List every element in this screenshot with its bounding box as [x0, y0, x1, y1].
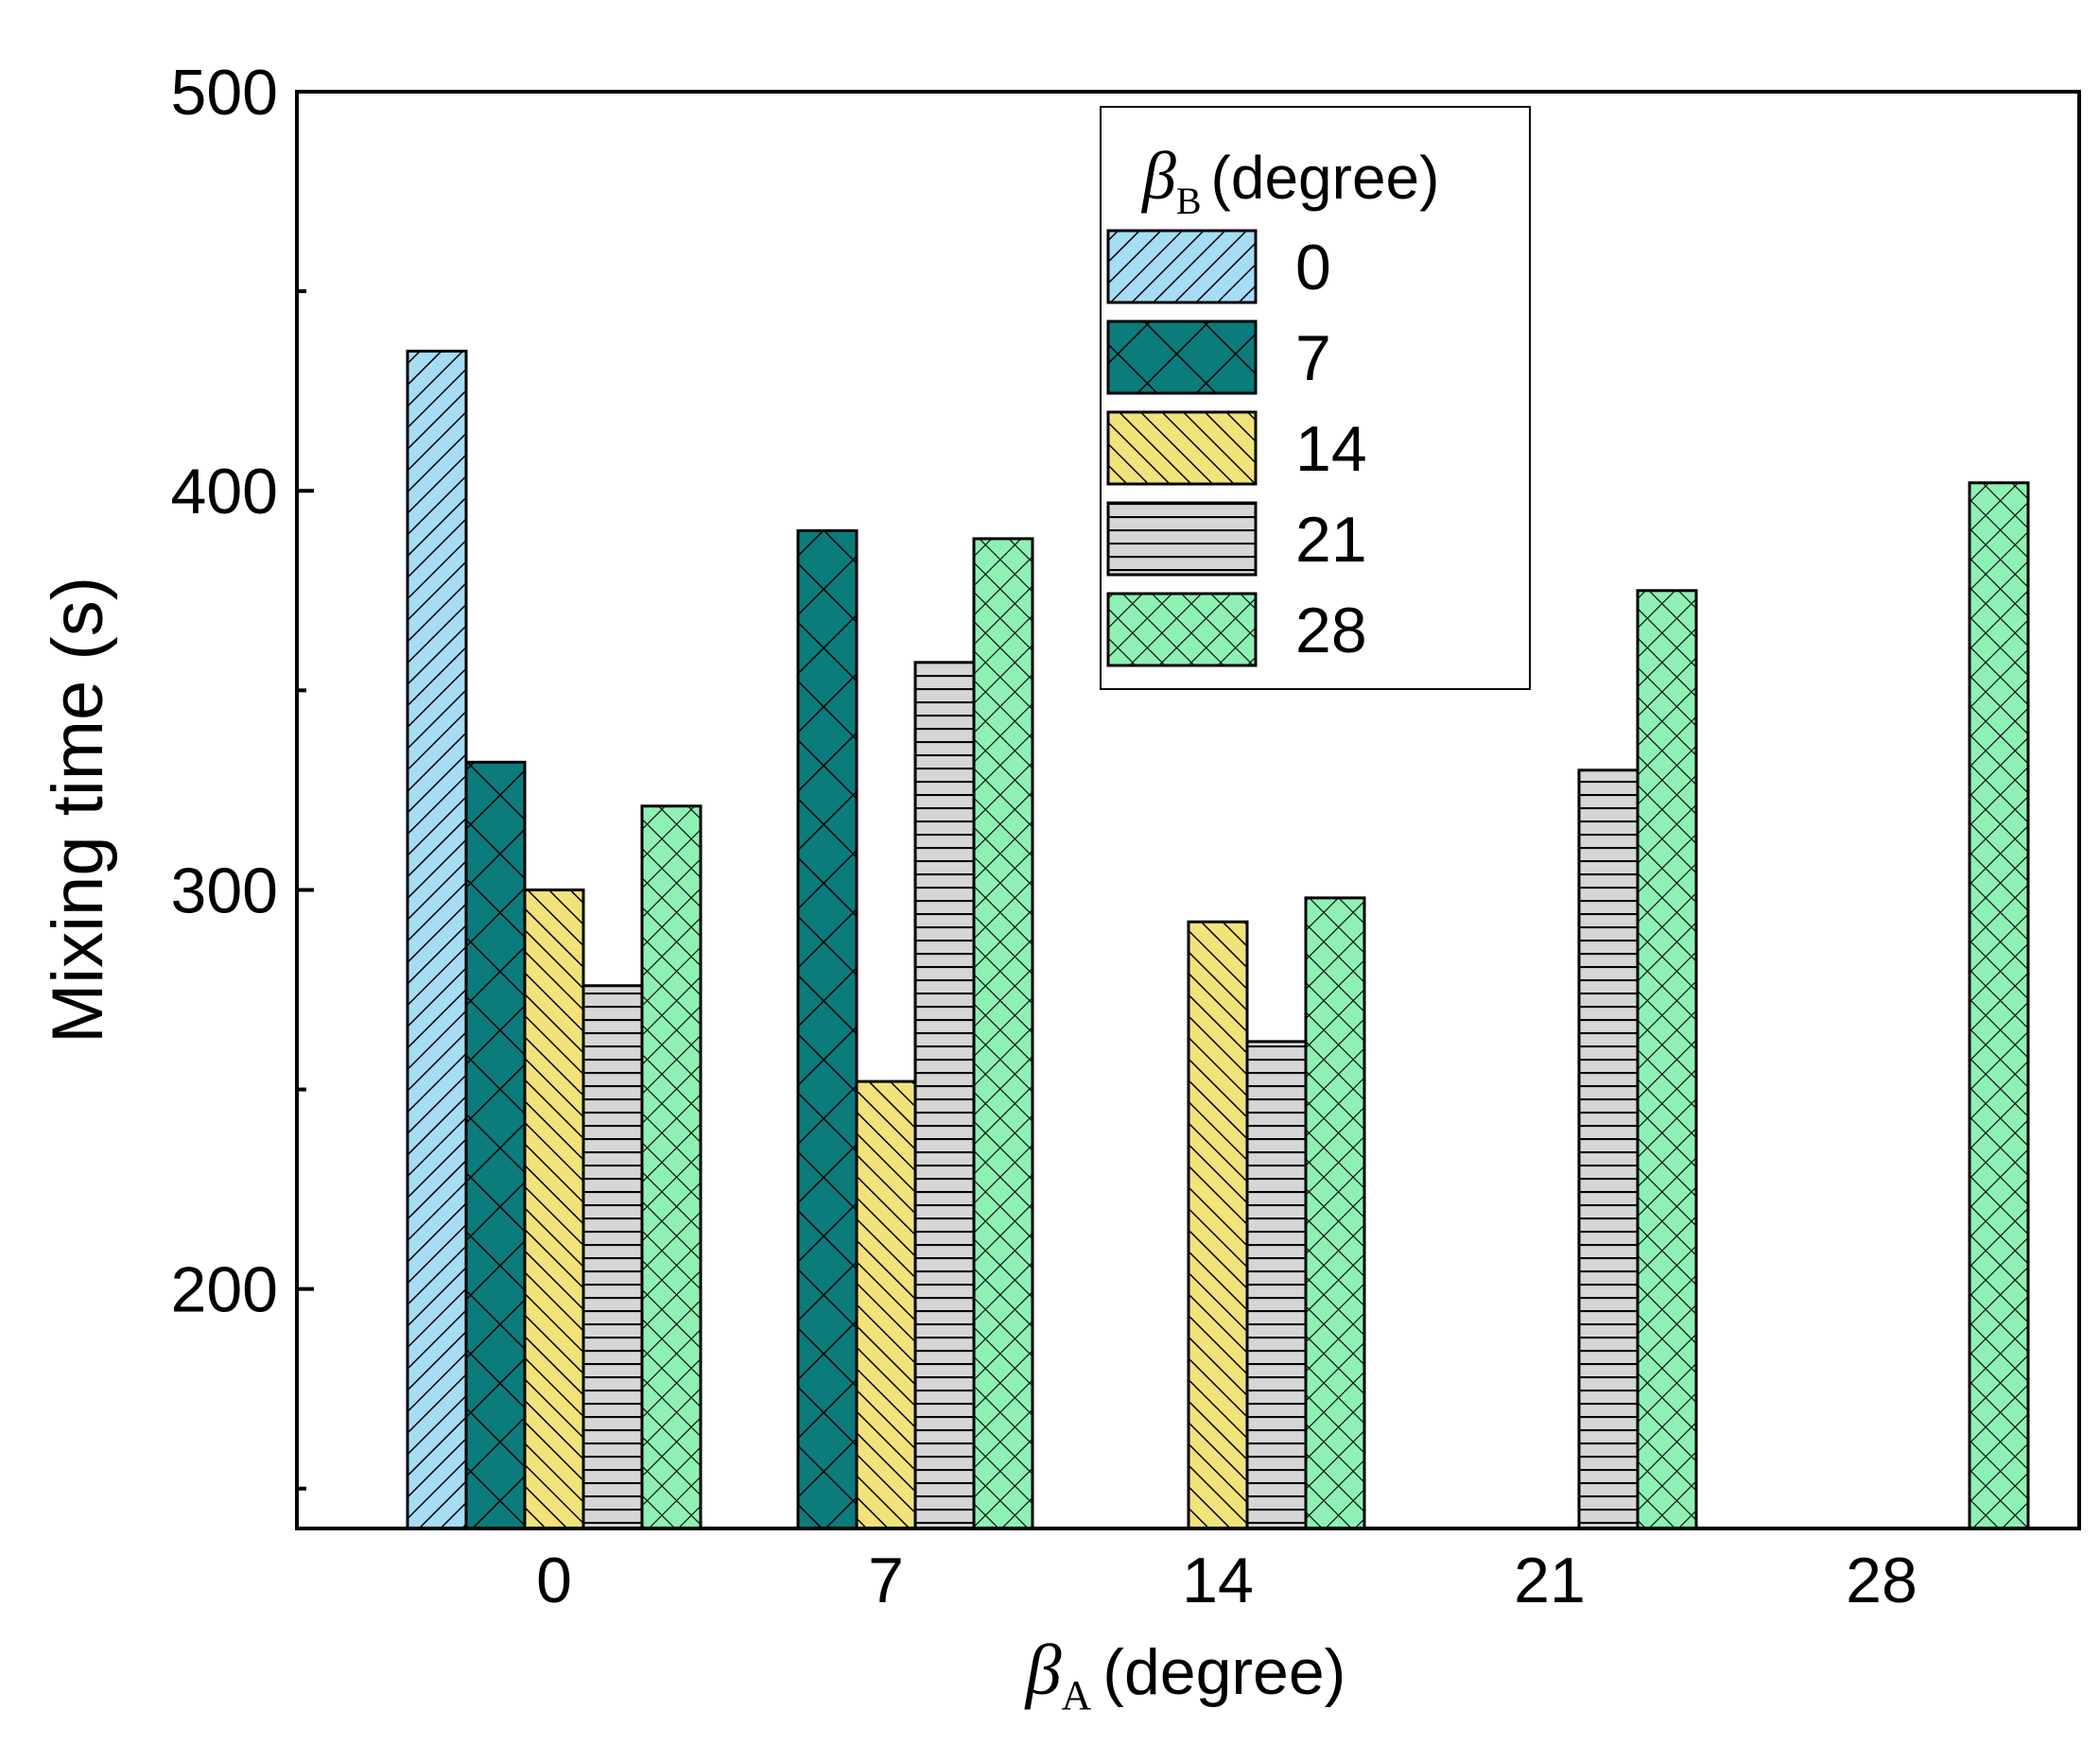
x-tick-label: 0 [536, 1545, 572, 1616]
y-axis: 200 300 400 500 [171, 57, 314, 1491]
y-tick-label: 300 [171, 855, 278, 926]
bar-series-28-cat-28 [1968, 481, 2030, 1530]
legend-label-21: 21 [1295, 504, 1367, 576]
legend-title-symbol: β [1140, 138, 1176, 214]
plot-frame [295, 90, 2081, 1530]
bar-series-28-cat-14 [1304, 896, 1366, 1530]
bar-series-7-cat-7 [796, 528, 859, 1530]
bar-series-21-cat-0 [581, 984, 644, 1530]
bars-layer [406, 349, 2030, 1530]
bar-series-28-cat-7 [972, 537, 1034, 1530]
legend: βB (degree) 0 7 14 21 28 [1100, 106, 1531, 690]
legend-swatch-28 [1106, 592, 1258, 667]
bar-series-21-cat-21 [1577, 768, 1640, 1530]
legend-box [1100, 106, 1531, 690]
legend-label-28: 28 [1295, 595, 1367, 666]
legend-swatch-7 [1106, 319, 1258, 395]
x-tick-label: 28 [1846, 1545, 1918, 1616]
x-tick-label: 21 [1514, 1545, 1586, 1616]
legend-items: 0 7 14 21 28 [1106, 229, 1367, 667]
bar-series-28-cat-21 [1636, 589, 1698, 1530]
x-tick-label: 7 [868, 1545, 904, 1616]
legend-label-0: 0 [1295, 232, 1331, 303]
bar-series-21-cat-14 [1245, 1040, 1308, 1530]
legend-label-14: 14 [1295, 413, 1367, 485]
x-axis-label-subscript: A [1062, 1672, 1092, 1718]
y-tick-label: 200 [171, 1254, 278, 1326]
x-axis-label-symbol: β [1024, 1631, 1062, 1710]
x-axis: 0 7 14 21 28 [536, 1545, 1918, 1616]
bar-series-28-cat-0 [640, 804, 703, 1530]
legend-title-unit: (degree) [1211, 144, 1440, 212]
bar-series-0-cat-0 [406, 349, 468, 1530]
legend-swatch-21 [1106, 501, 1258, 577]
legend-swatch-0 [1106, 229, 1258, 304]
bar-series-14-cat-7 [855, 1079, 917, 1530]
legend-swatch-14 [1106, 410, 1258, 486]
legend-title-subscript: B [1176, 180, 1202, 222]
x-axis-label: βA (degree) [1024, 1631, 1346, 1718]
legend-label-7: 7 [1295, 322, 1331, 394]
x-axis-label-unit: (degree) [1102, 1636, 1345, 1708]
y-tick-label: 400 [171, 456, 278, 527]
x-tick-label: 14 [1182, 1545, 1254, 1616]
bar-series-14-cat-14 [1187, 920, 1249, 1530]
bar-series-14-cat-0 [523, 888, 585, 1530]
legend-title: βB (degree) [1140, 138, 1439, 222]
y-tick-label: 500 [171, 57, 278, 129]
bar-series-7-cat-0 [464, 760, 527, 1530]
y-axis-label: Mixing time (s) [38, 577, 118, 1044]
bar-series-21-cat-7 [913, 661, 976, 1530]
